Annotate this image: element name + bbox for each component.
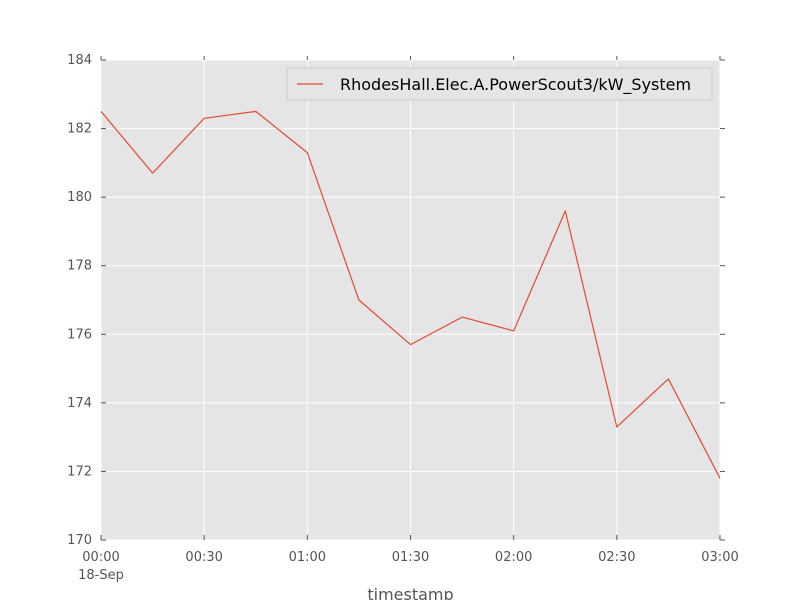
y-tick-label: 178 (67, 259, 92, 274)
x-tick-label: 02:30 (598, 550, 635, 565)
x-tick-label: 01:30 (392, 550, 429, 565)
x-tick-label: 02:00 (495, 550, 532, 565)
y-tick-label: 182 (67, 122, 92, 137)
y-tick-label: 174 (67, 396, 92, 411)
y-tick-label: 184 (67, 53, 92, 68)
legend-label: RhodesHall.Elec.A.PowerScout3/kW_System (340, 75, 691, 95)
x-tick-label: 00:30 (185, 550, 222, 565)
axes: 170 172 174 176 178 180 182 184 00:00 18-Sep 00:30… (67, 53, 739, 583)
x-tick-label: 00:00 (82, 550, 119, 565)
legend[interactable]: RhodesHall.Elec.A.PowerScout3/kW_System (286, 67, 713, 101)
legend-box (286, 67, 713, 101)
y-tick-label: 176 (67, 327, 92, 342)
y-tick-label: 180 (67, 190, 92, 205)
x-tick-label: 03:00 (701, 550, 738, 565)
x-axis-label: timestamp (367, 585, 453, 600)
series-layer (100, 110, 721, 479)
series-line (100, 110, 721, 479)
x-tick-sublabel: 18-Sep (78, 568, 124, 583)
x-tick-label: 01:00 (289, 550, 326, 565)
y-tick-label: 172 (67, 464, 92, 479)
y-tick-label: 170 (67, 533, 92, 548)
